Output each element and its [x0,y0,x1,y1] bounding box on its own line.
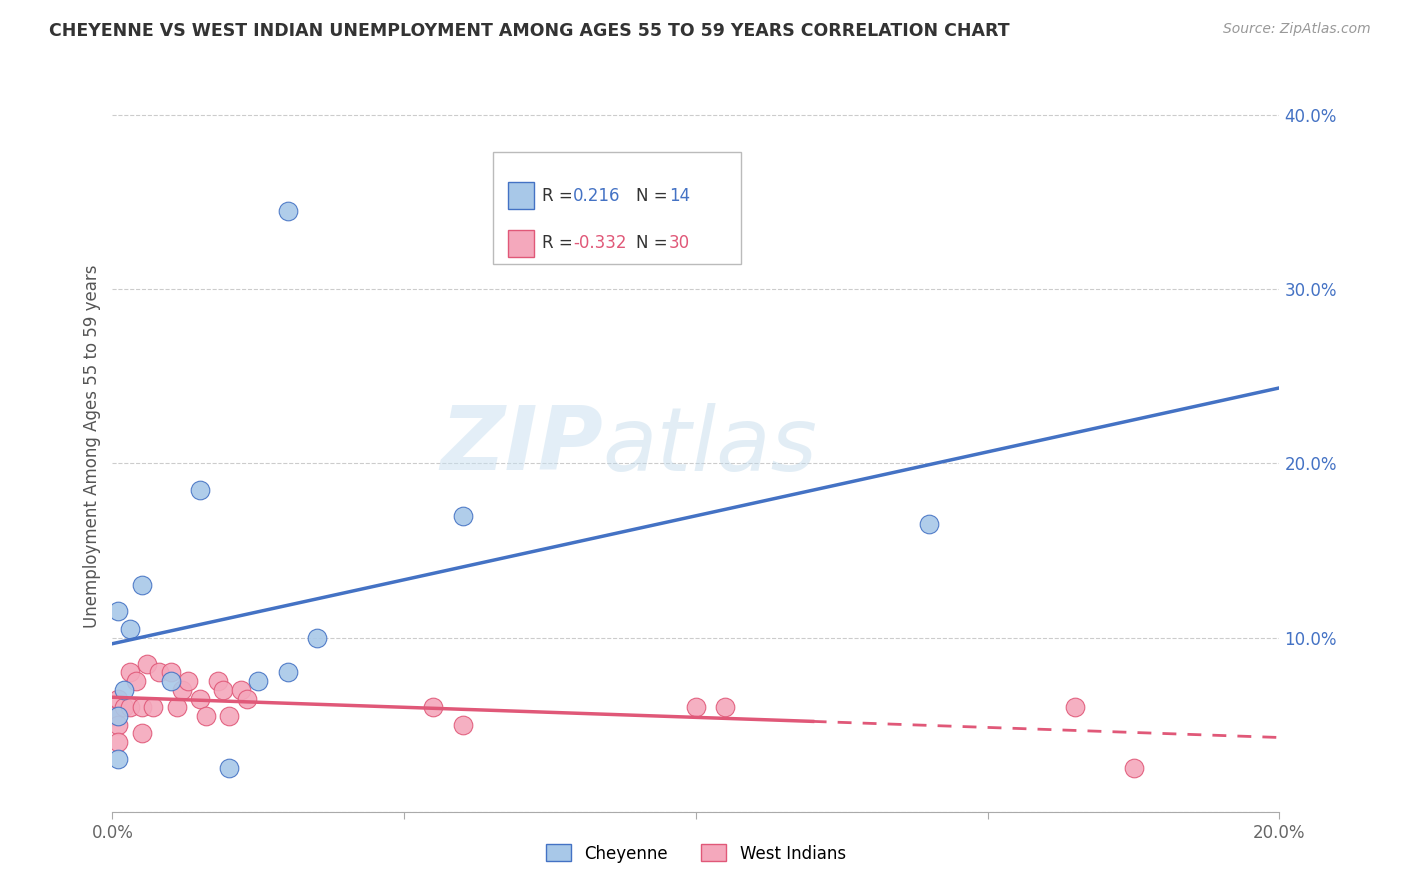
Text: N =: N = [637,235,673,252]
Point [125,674,148,689]
Point [1064,700,1087,714]
Text: -0.332: -0.332 [574,235,627,252]
Text: 14: 14 [669,186,690,204]
Point [107,735,129,749]
Point [131,700,153,714]
Text: R =: R = [543,186,578,204]
Point [142,700,165,714]
Legend: Cheyenne, West Indians: Cheyenne, West Indians [540,838,852,869]
Point [136,657,159,671]
Point [118,665,141,680]
Text: atlas: atlas [603,403,817,489]
Point [918,517,941,532]
Point [131,726,153,740]
Text: CHEYENNE VS WEST INDIAN UNEMPLOYMENT AMONG AGES 55 TO 59 YEARS CORRELATION CHART: CHEYENNE VS WEST INDIAN UNEMPLOYMENT AMO… [49,22,1010,40]
Point [166,700,188,714]
Text: 0.216: 0.216 [574,186,620,204]
Point [451,508,474,523]
Point [714,700,737,714]
Point [247,674,270,689]
Point [107,604,129,618]
Point [160,665,183,680]
Point [229,682,252,697]
Y-axis label: Unemployment Among Ages 55 to 59 years: Unemployment Among Ages 55 to 59 years [83,264,101,628]
Text: 30: 30 [669,235,690,252]
Point [188,691,211,706]
Point [148,665,170,680]
Point [207,674,229,689]
Point [194,709,217,723]
Point [118,700,141,714]
Point [422,700,444,714]
Text: N =: N = [637,186,673,204]
Point [101,709,124,723]
Point [112,682,135,697]
Point [451,717,474,731]
Point [188,483,211,497]
Point [212,682,235,697]
Point [131,578,153,592]
Point [172,682,194,697]
Point [305,631,328,645]
Text: ZIP: ZIP [440,402,603,490]
Point [107,717,129,731]
Point [235,691,257,706]
Point [685,700,707,714]
Point [276,665,298,680]
Point [118,622,141,636]
Point [107,709,129,723]
Point [218,709,240,723]
Point [276,203,298,218]
Point [218,761,240,775]
Point [160,674,183,689]
Point [177,674,200,689]
Point [107,691,129,706]
Point [112,700,135,714]
Point [1122,761,1144,775]
Text: R =: R = [543,235,578,252]
Text: Source: ZipAtlas.com: Source: ZipAtlas.com [1223,22,1371,37]
Point [107,752,129,766]
